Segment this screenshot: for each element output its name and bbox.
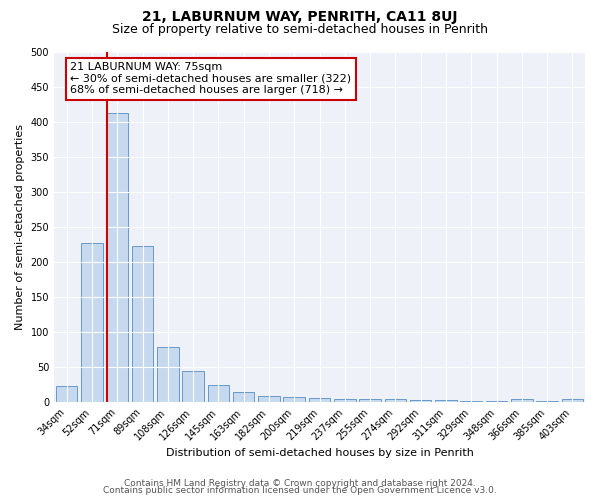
Bar xyxy=(283,397,305,402)
Bar xyxy=(486,400,507,402)
Bar xyxy=(157,348,179,402)
Bar xyxy=(309,398,330,402)
Bar xyxy=(435,400,457,402)
Bar xyxy=(258,396,280,402)
Y-axis label: Number of semi-detached properties: Number of semi-detached properties xyxy=(15,124,25,330)
Bar xyxy=(132,246,153,402)
Bar xyxy=(334,398,356,402)
Text: Size of property relative to semi-detached houses in Penrith: Size of property relative to semi-detach… xyxy=(112,22,488,36)
Text: Contains HM Land Registry data © Crown copyright and database right 2024.: Contains HM Land Registry data © Crown c… xyxy=(124,478,476,488)
Text: Contains public sector information licensed under the Open Government Licence v3: Contains public sector information licen… xyxy=(103,486,497,495)
Bar xyxy=(460,400,482,402)
Bar xyxy=(359,400,381,402)
Text: 21 LABURNUM WAY: 75sqm
← 30% of semi-detached houses are smaller (322)
68% of se: 21 LABURNUM WAY: 75sqm ← 30% of semi-det… xyxy=(70,62,351,95)
Bar xyxy=(562,400,583,402)
Bar xyxy=(56,386,77,402)
Bar xyxy=(536,400,558,402)
Bar xyxy=(208,386,229,402)
Bar xyxy=(511,398,533,402)
Bar xyxy=(81,243,103,402)
Text: 21, LABURNUM WAY, PENRITH, CA11 8UJ: 21, LABURNUM WAY, PENRITH, CA11 8UJ xyxy=(142,10,458,24)
Bar xyxy=(107,112,128,402)
Bar xyxy=(182,371,204,402)
Bar xyxy=(385,400,406,402)
Bar xyxy=(233,392,254,402)
Bar xyxy=(410,400,431,402)
X-axis label: Distribution of semi-detached houses by size in Penrith: Distribution of semi-detached houses by … xyxy=(166,448,473,458)
